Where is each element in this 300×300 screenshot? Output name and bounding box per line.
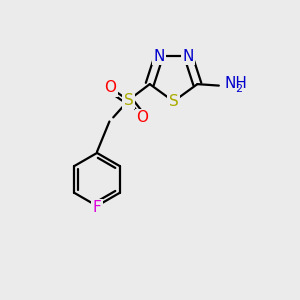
Text: NH: NH [225, 76, 247, 91]
Text: O: O [136, 110, 148, 125]
Text: N: N [153, 49, 164, 64]
Text: F: F [93, 200, 101, 215]
Text: 2: 2 [235, 84, 242, 94]
Text: S: S [169, 94, 178, 109]
Text: S: S [124, 93, 134, 108]
Text: N: N [183, 49, 194, 64]
Text: O: O [104, 80, 116, 95]
